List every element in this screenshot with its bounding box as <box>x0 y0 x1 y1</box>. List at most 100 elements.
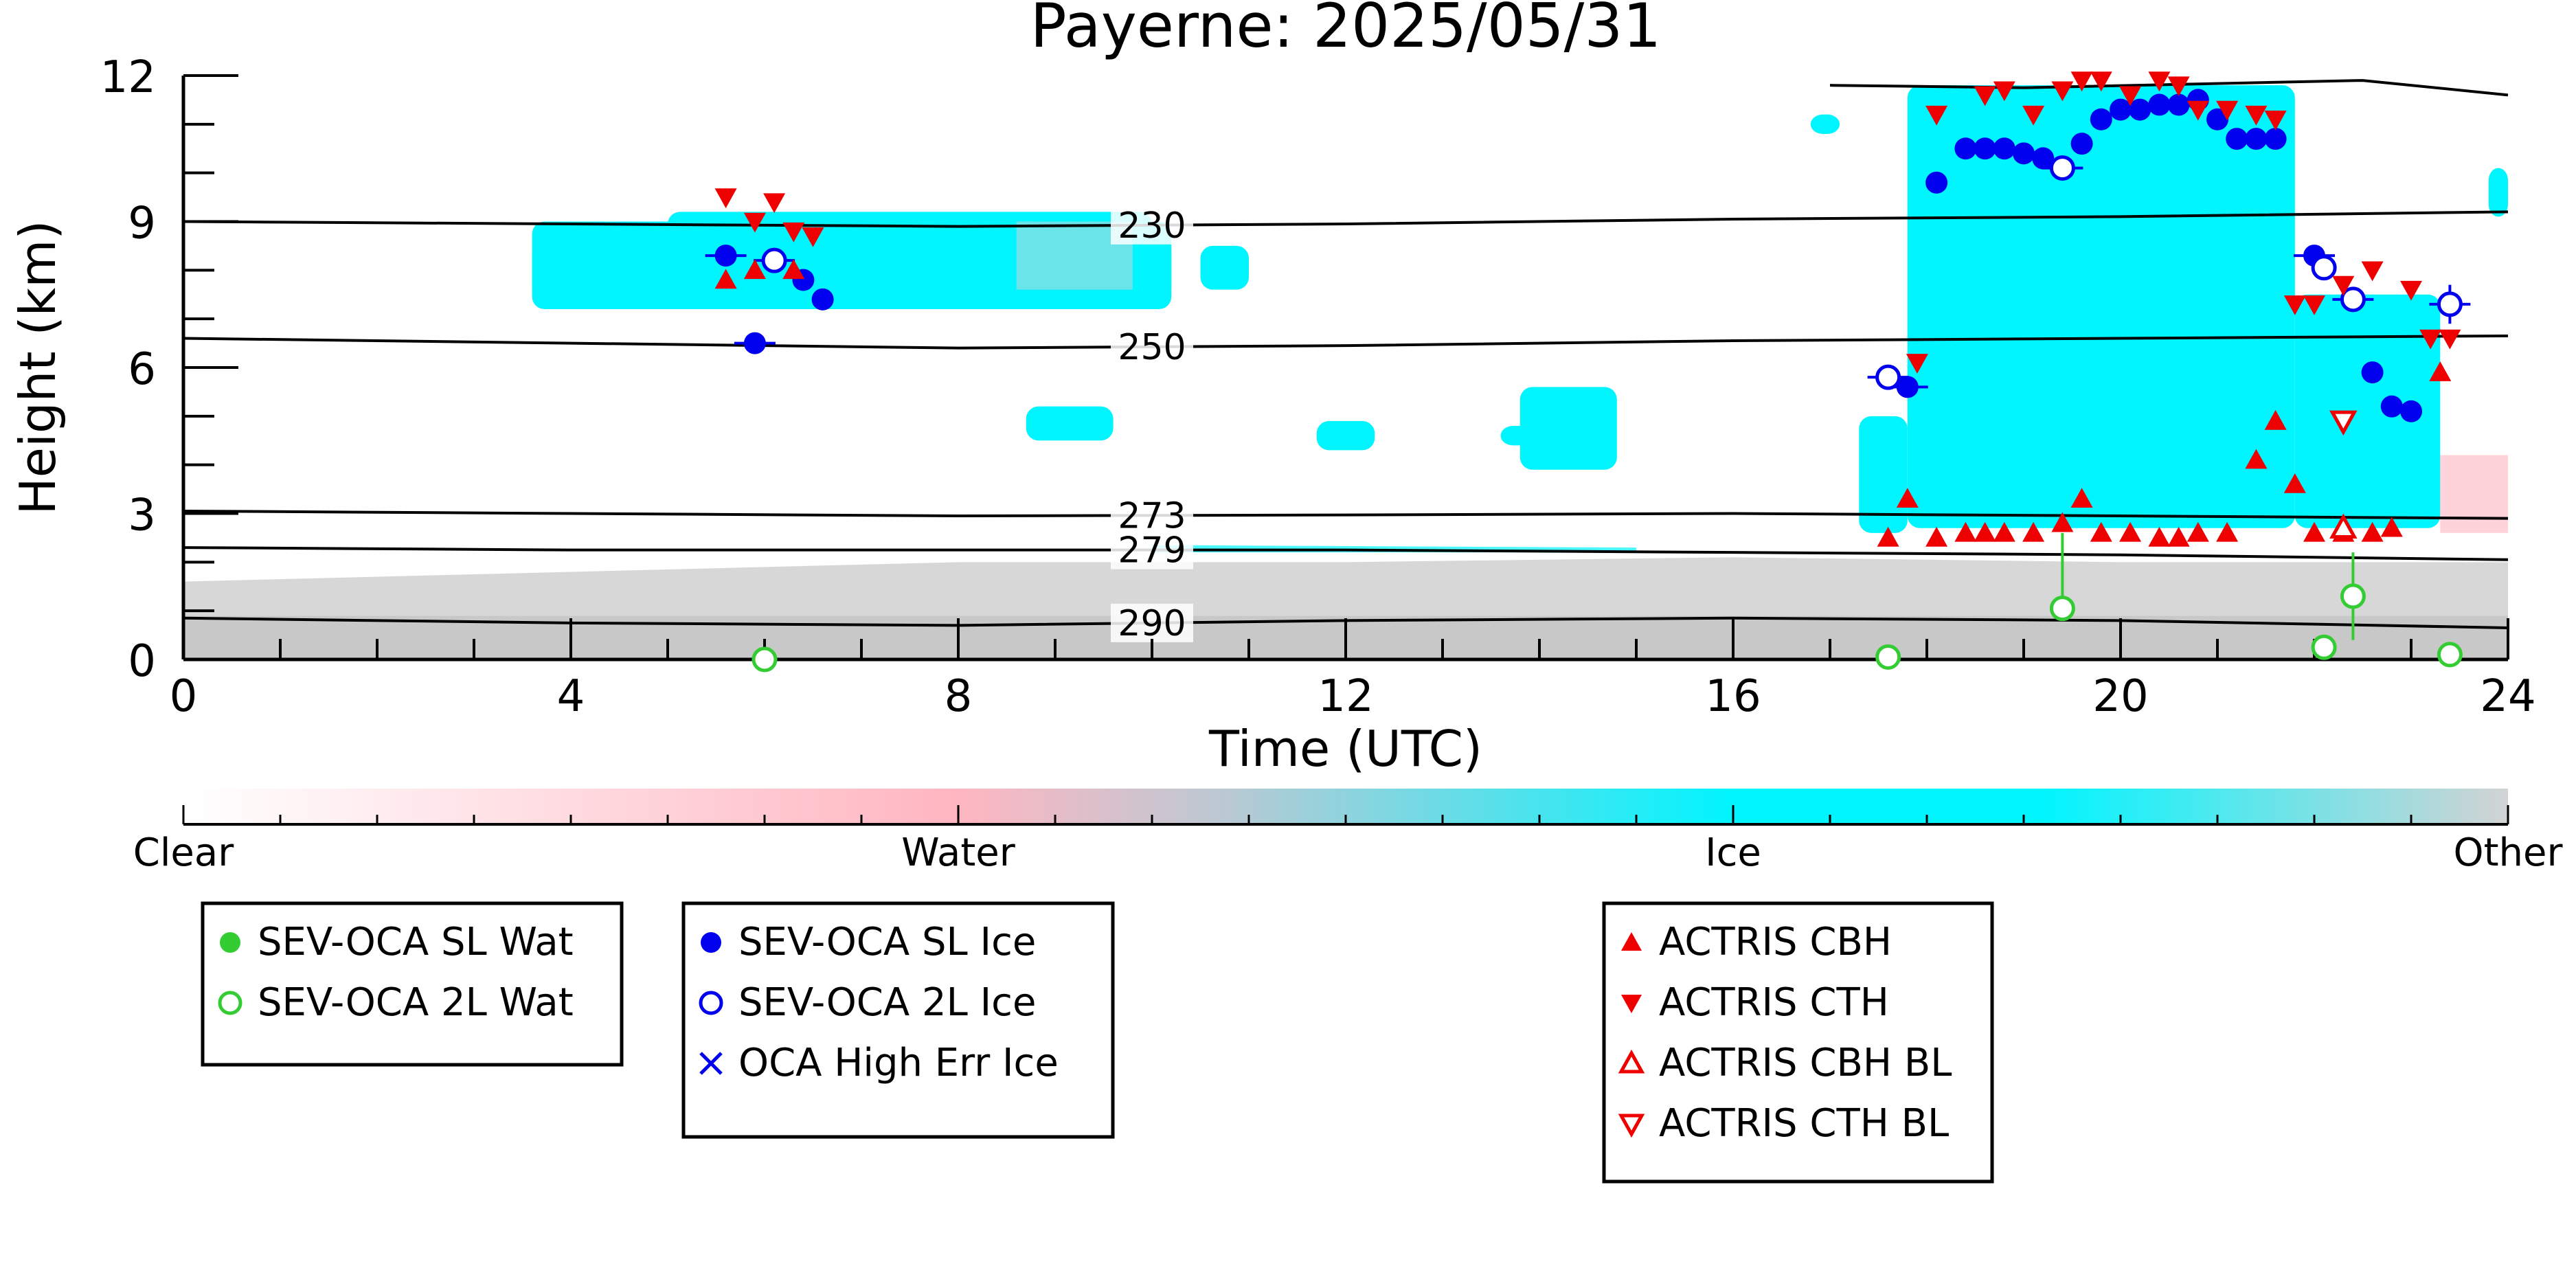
colorbar-ticks <box>182 805 2509 826</box>
data-point <box>1925 171 1948 194</box>
data-point <box>2264 409 2287 430</box>
data-point <box>2148 526 2171 547</box>
data-point <box>1925 105 1948 126</box>
data-point <box>1993 137 2015 160</box>
mask-ice-region <box>1859 416 1908 533</box>
x-tick-label: 24 <box>2480 671 2535 722</box>
legend-label: SEV-OCA SL Wat <box>258 920 574 964</box>
colorbar-label-ice: Ice <box>1705 831 1761 875</box>
legend-label: ACTRIS CBH BL <box>1659 1041 1952 1085</box>
data-point <box>2148 93 2171 116</box>
data-point <box>2283 295 2306 315</box>
isotherm-label-bg <box>1111 327 1193 366</box>
data-point <box>2022 105 2045 126</box>
data-point <box>714 188 737 209</box>
data-point <box>1954 521 1977 542</box>
legend-label: SEV-OCA 2L Wat <box>258 980 574 1025</box>
x-tick-label: 16 <box>1705 671 1761 722</box>
data-point <box>2264 110 2287 131</box>
data-point <box>714 269 737 289</box>
mask-ice-region <box>1200 245 1249 290</box>
x-tick-label: 8 <box>945 671 973 722</box>
data-point <box>2187 521 2209 542</box>
legend-label: SEV-OCA 2L Ice <box>738 980 1036 1025</box>
data-point <box>1875 644 1901 670</box>
isotherm-label: 279 <box>1118 530 1186 572</box>
data-point <box>1974 86 1996 106</box>
x-tick-label: 20 <box>2092 671 2148 722</box>
legend-marker <box>1621 932 1642 951</box>
legend-label: OCA High Err Ice <box>738 1041 1059 1085</box>
mask-ice-region <box>2294 294 2441 528</box>
legend-marker <box>220 932 240 953</box>
data-point <box>782 259 805 280</box>
data-point <box>2400 280 2422 301</box>
legend-label: ACTRIS CTH <box>1659 980 1889 1025</box>
legend-label: ACTRIS CBH <box>1659 920 1892 964</box>
data-point <box>2329 513 2358 539</box>
data-point <box>2167 76 2190 97</box>
data-point <box>752 646 778 673</box>
data-point <box>2361 521 2384 542</box>
data-point <box>2332 275 2355 296</box>
legend-marker <box>699 991 723 1015</box>
data-point <box>782 222 805 242</box>
data-point <box>2283 473 2306 493</box>
data-point <box>1954 137 1977 160</box>
legend-marker-stroke <box>699 1052 723 1075</box>
legend: SEV-OCA SL Wat SEV-OCA 2L Wat SEV-OCA SL I… <box>201 901 1994 1184</box>
legend-box <box>201 901 624 1067</box>
data-point <box>2090 108 2112 131</box>
isotherm-label: 290 <box>1118 603 1186 644</box>
data-point <box>2090 71 2112 92</box>
data-point <box>2439 329 2461 350</box>
data-point <box>714 245 737 267</box>
y-tick-label: 9 <box>128 199 156 249</box>
data-point <box>2187 100 2209 121</box>
mask-boundary-layer-other <box>183 557 2508 616</box>
data-point <box>802 227 824 247</box>
y-tick-label: 3 <box>128 490 156 541</box>
mask-ice-region <box>1500 426 1579 446</box>
mask-ice-region <box>1026 406 1114 441</box>
phase-colorbar: Clear Water Ice Other <box>133 789 2563 875</box>
y-tick-label: 12 <box>100 52 156 103</box>
legend-marker <box>701 932 721 953</box>
isotherm-label-bg <box>1111 496 1193 535</box>
data-point <box>2245 449 2268 469</box>
data-point <box>1925 526 1948 547</box>
chart-title: Payerne: 2025/05/31 <box>1030 0 1662 61</box>
isotherm-label: 273 <box>1118 495 1186 536</box>
data-point <box>2119 86 2142 106</box>
data-point <box>2216 521 2239 542</box>
isotherm-label-bg <box>1111 530 1193 569</box>
isotherm-line <box>183 210 2509 228</box>
data-point <box>2419 329 2442 350</box>
mask-ice-region <box>2488 168 2508 217</box>
data-point <box>2129 98 2151 121</box>
data-point <box>1896 376 1919 398</box>
data-point <box>2013 142 2035 165</box>
data-point <box>2032 147 2055 170</box>
data-point <box>2051 512 2074 532</box>
isotherm-label: 230 <box>1118 205 1186 247</box>
data-point <box>1993 81 2015 102</box>
data-point <box>2049 596 2075 622</box>
data-point <box>2051 81 2074 102</box>
x-tick-label: 0 <box>170 671 198 722</box>
plot-axes: 0 4 8 12 16 20 24 0 3 6 9 12 <box>100 52 2536 722</box>
data-point <box>743 212 766 233</box>
legend-label: SEV-OCA SL Ice <box>738 920 1036 964</box>
data-point <box>1896 488 1919 508</box>
mask-ice-region <box>1316 420 1375 451</box>
y-tick-label: 6 <box>128 344 156 395</box>
data-point <box>1875 364 1901 390</box>
data-point <box>2119 521 2142 542</box>
data-point <box>1877 526 1899 547</box>
data-point <box>2303 521 2325 542</box>
data-point <box>2437 642 2463 668</box>
data-point <box>2206 108 2228 131</box>
data-point <box>2226 128 2248 150</box>
data-point <box>2400 400 2422 422</box>
data-point <box>2167 93 2190 116</box>
